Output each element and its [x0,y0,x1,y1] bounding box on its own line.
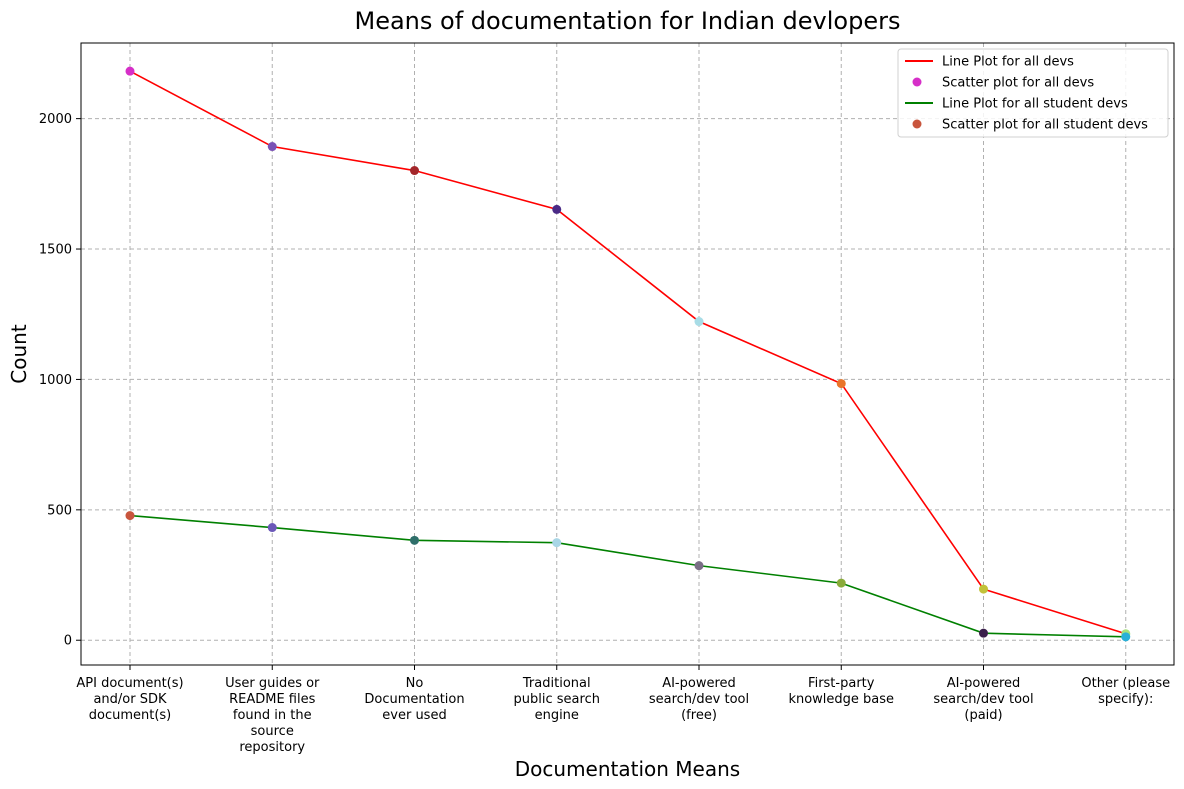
scatter-point [267,142,277,152]
x-tick-label-line: (paid) [964,708,1002,723]
x-tick-label-line: search/dev tool [933,692,1033,707]
x-tick-label: No Documentation ever used [364,676,464,723]
scatter-point [410,166,419,176]
x-axis-title: Documentation Means [515,757,740,781]
chart-title: Means of documentation for Indian devlop… [355,7,901,35]
x-tick-label-line: API document(s) [76,676,183,691]
scatter-point [836,578,846,588]
grid [81,43,1174,665]
x-tick-label: API document(s) and/or SDK document(s) [76,676,183,723]
y-tick-label: 2000 [39,112,72,127]
y-tick-label: 0 [64,634,72,649]
x-tick-label-line: No [406,676,424,691]
series-line-0 [129,70,1126,635]
x-tick-label-line: public search [514,692,600,707]
x-tick-label-line: First-party [808,676,875,691]
scatter-point [694,561,704,571]
series-line-2 [129,514,1126,638]
scatter-point [979,628,988,638]
legend-entry-label: Scatter plot for all student devs [942,118,1148,133]
x-tick-label: AI-powered search/dev tool (paid) [933,676,1033,723]
x-tick-label-line: source [251,724,294,739]
scatter-point [410,535,419,545]
scatter-point [836,379,846,389]
series-layer [125,66,1131,642]
plot-frame [80,42,1175,666]
legend-entry-label: Line Plot for all student devs [942,97,1128,112]
x-tick-label-line: specify): [1098,692,1153,707]
x-tick-label-line: found in the [233,708,312,723]
scatter-point [125,66,135,76]
x-tick-label-line: AI-powered [947,676,1021,691]
x-tick-label-line: ever used [382,708,446,723]
scatter-point [552,204,562,214]
x-tick-label-line: AI-powered [662,676,736,691]
legend-entry-label: Scatter plot for all devs [942,76,1094,91]
x-tick-label: Traditional public search engine [514,676,600,723]
y-tick-label: 500 [47,503,72,518]
x-tick-label-line: README files [229,692,316,707]
legend-entry-label: Line Plot for all devs [942,55,1074,70]
legend-marker-swatch [912,77,922,87]
y-axis-title: Count [7,324,31,384]
x-tick-label-line: Other (please [1081,676,1170,691]
legend-box [897,48,1169,138]
y-tick-label: 1500 [39,243,72,258]
scatter-point [979,584,988,594]
x-tick-label-line: knowledge base [788,692,894,707]
x-tick-label-line: Documentation [364,692,464,707]
x-tick-label-line: engine [535,708,579,723]
legend: Line Plot for all devs Scatter plot for a… [897,48,1169,138]
x-tick-label: First-party knowledge base [788,676,894,707]
x-tick-label-line: repository [239,740,305,755]
x-tick-label-line: document(s) [89,708,172,723]
scatter-point [1121,632,1131,642]
x-tick-label-line: (free) [681,708,717,723]
x-tick-label-line: User guides or [225,676,320,691]
x-tick-label: Other (please specify): [1081,676,1170,707]
axis-ticks: 0 500 1000 1500 2000 API document(s) and/or SD… [39,112,1170,755]
scatter-point [694,317,704,327]
scatter-point [552,538,562,548]
legend-marker-swatch [912,119,922,129]
x-tick-label-line: search/dev tool [649,692,749,707]
scatter-point [267,523,277,533]
x-tick-label-line: and/or SDK [93,692,167,707]
y-tick-label: 1000 [39,373,72,388]
x-tick-label-line: Traditional [522,676,591,691]
scatter-point [125,511,135,521]
x-tick-label: AI-powered search/dev tool (free) [649,676,749,723]
x-tick-label: User guides or README files found in the so… [225,676,320,755]
